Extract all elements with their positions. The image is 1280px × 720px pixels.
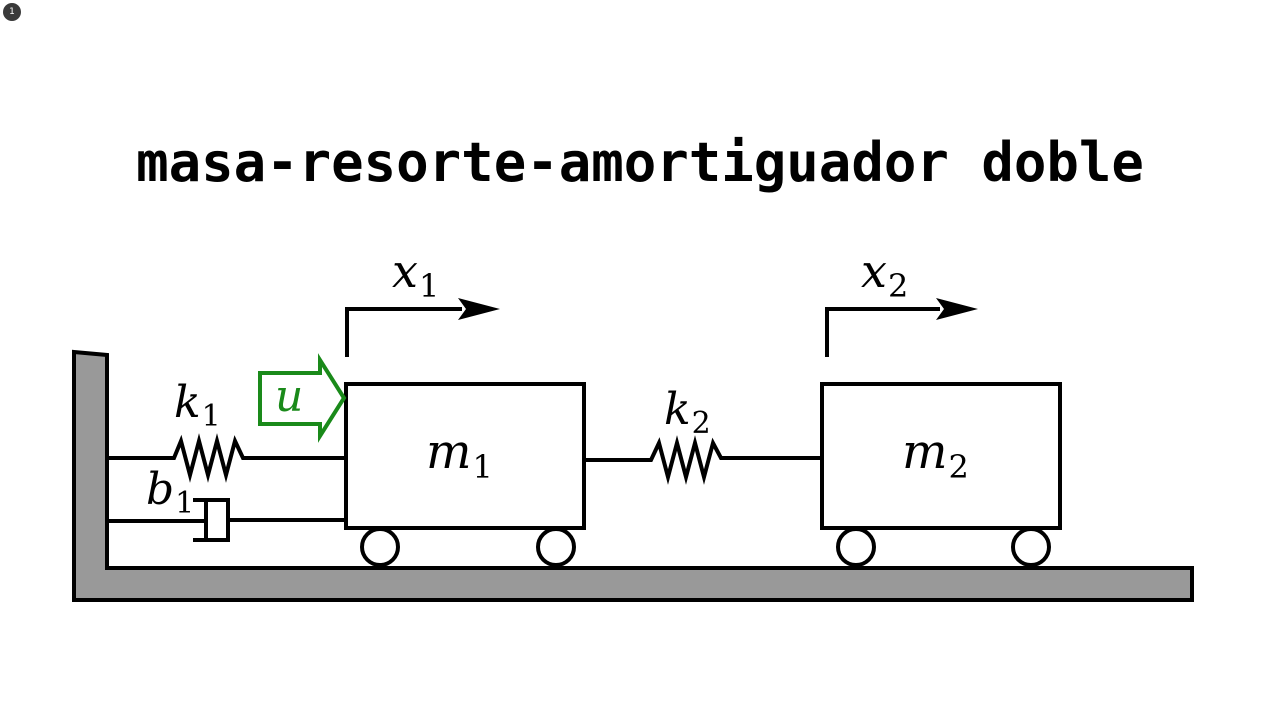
label-x2: x2: [861, 244, 908, 305]
mass-m2-box: [820, 382, 1062, 530]
mass-m2-wheel-right: [1011, 527, 1051, 567]
mass-m1-wheel-right: [536, 527, 576, 567]
displacement-arrow-x2: [825, 298, 978, 357]
label-u: u: [275, 371, 303, 422]
ground-wall-and-floor: [72, 349, 1194, 602]
label-k2: k2: [664, 384, 711, 441]
diagram-title: masa-resorte-amortiguador doble: [136, 131, 1144, 194]
label-m1: m1: [426, 424, 493, 486]
spring-k1: [107, 433, 346, 483]
label-m2: m2: [902, 424, 969, 486]
mass-m1-wheel-left: [360, 527, 400, 567]
spring-k2: [585, 435, 822, 485]
mass-m2-wheel-left: [836, 527, 876, 567]
label-k1: k1: [174, 377, 221, 434]
damper-b1: [107, 498, 346, 542]
label-b1: b1: [146, 464, 194, 521]
mass-m1-box: [344, 382, 586, 530]
page-number-badge: 1: [3, 3, 21, 21]
input-force-arrow-u: [258, 353, 347, 443]
displacement-arrow-x1: [345, 298, 500, 357]
label-x1: x1: [392, 244, 439, 305]
